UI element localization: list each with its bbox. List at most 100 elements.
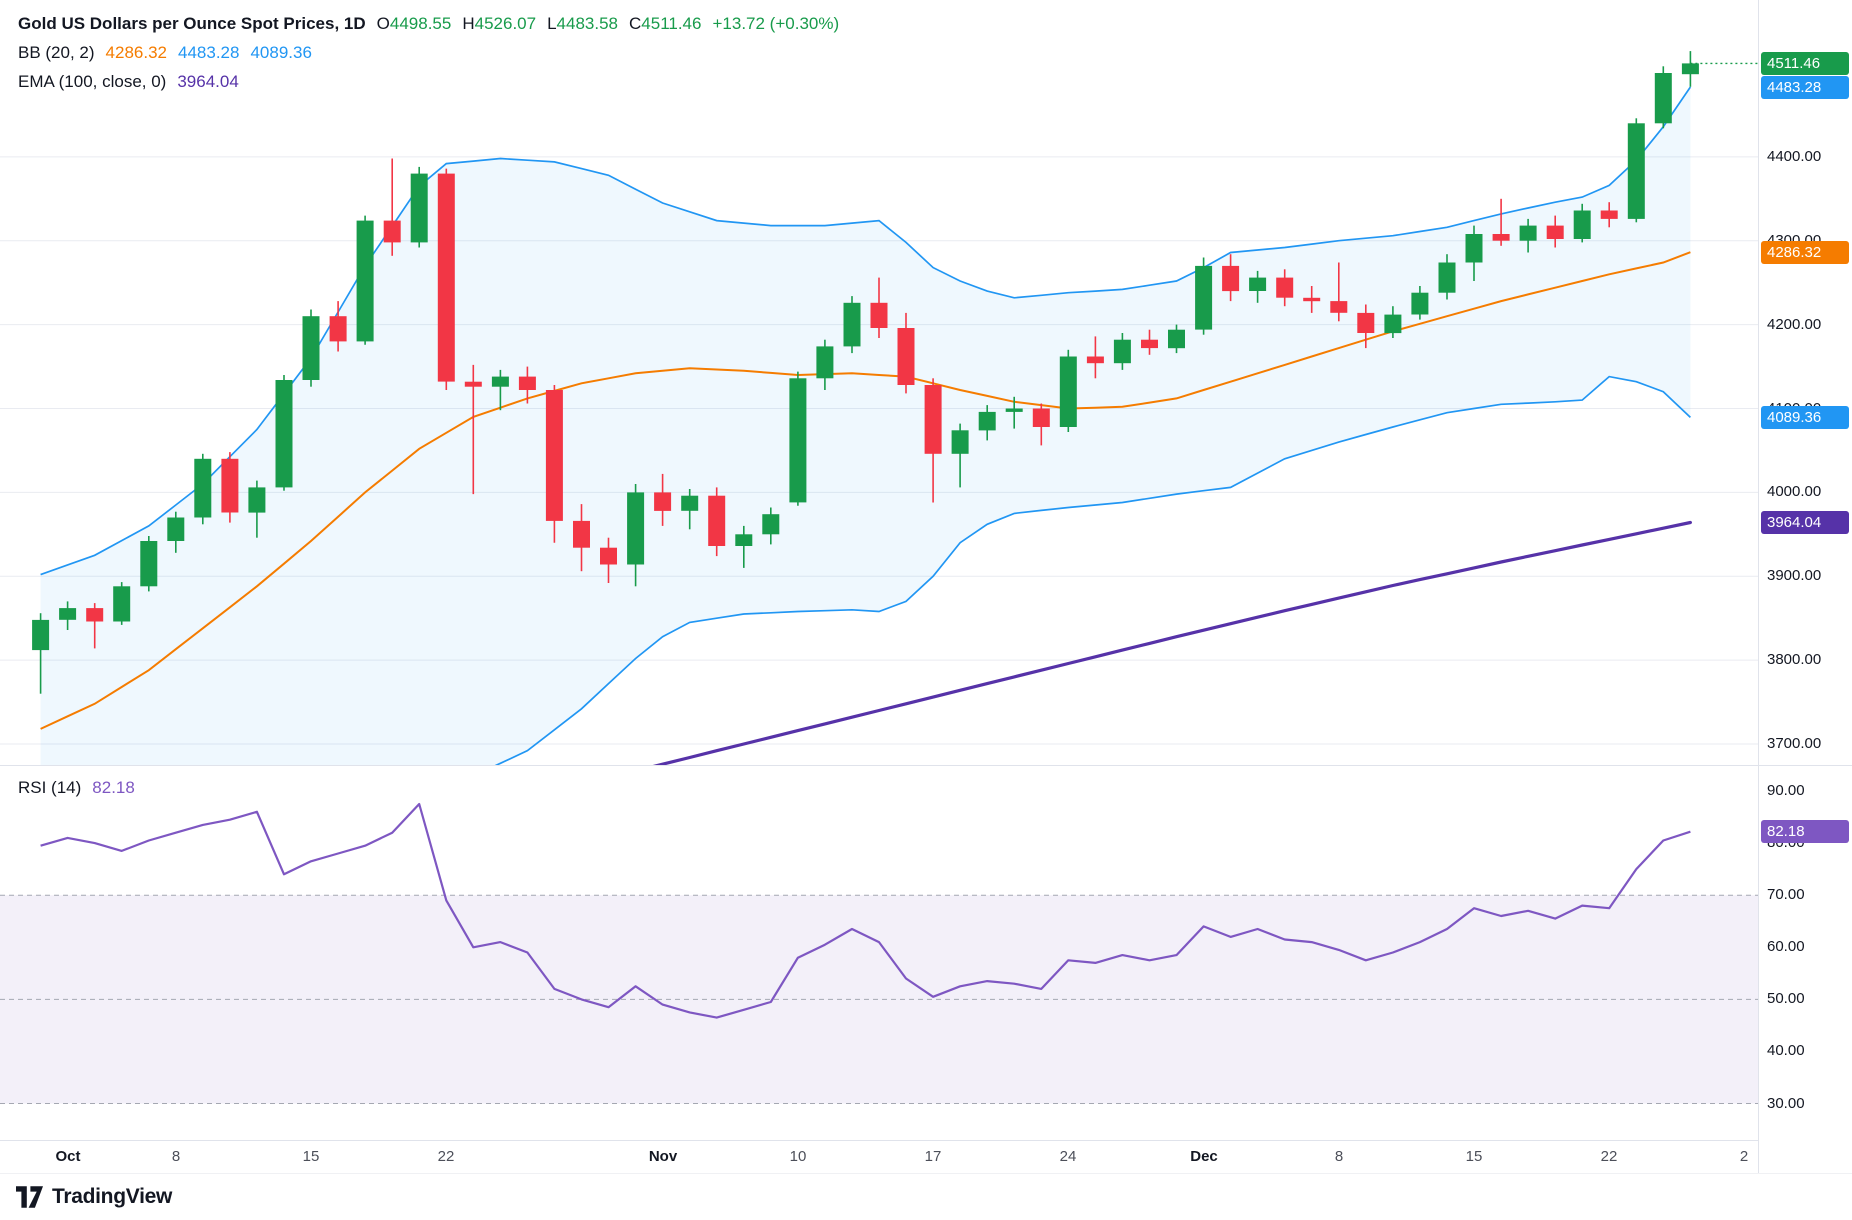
candle[interactable] — [1195, 257, 1213, 335]
candle[interactable] — [1465, 225, 1483, 281]
candle[interactable] — [1600, 202, 1618, 228]
candle[interactable] — [113, 582, 131, 625]
candle[interactable] — [978, 405, 996, 441]
candle[interactable] — [1222, 254, 1240, 302]
bb-basis-line — [40, 251, 1691, 730]
candle[interactable] — [194, 453, 212, 525]
candle[interactable] — [1086, 336, 1104, 379]
rsi-band — [0, 895, 1758, 1104]
candle[interactable] — [1519, 218, 1537, 253]
tradingview-brand[interactable]: TradingView — [52, 1185, 173, 1208]
candle[interactable] — [1627, 118, 1645, 223]
ema-line — [652, 520, 1693, 765]
price-axis-label: 3700.00 — [1767, 735, 1822, 752]
candle[interactable] — [1113, 333, 1131, 370]
time-axis-divider — [0, 1140, 1758, 1141]
candle[interactable] — [600, 537, 617, 583]
candle[interactable] — [870, 277, 888, 338]
candle[interactable] — [1411, 286, 1429, 320]
price-axis-main[interactable]: 3700.003800.003900.004000.004100.004200.… — [1759, 0, 1852, 765]
rsi-chart-canvas[interactable] — [0, 766, 1758, 1140]
candle[interactable] — [140, 536, 158, 592]
pane-divider[interactable] — [0, 765, 1758, 766]
candle[interactable] — [1492, 198, 1510, 246]
time-axis-label: 17 — [924, 1148, 942, 1165]
candle[interactable] — [708, 487, 726, 557]
candle[interactable] — [762, 507, 780, 545]
bb-basis-value: 4286.32 — [105, 43, 167, 62]
candle[interactable] — [1357, 304, 1375, 349]
candle[interactable] — [1059, 349, 1077, 432]
tradingview-logo-icon[interactable] — [16, 1186, 43, 1208]
candle[interactable] — [221, 452, 239, 523]
price-chart-canvas[interactable] — [0, 0, 1758, 765]
candle[interactable] — [518, 366, 536, 404]
candle[interactable] — [573, 504, 590, 572]
candle[interactable] — [1141, 329, 1158, 355]
legend-ema-row[interactable]: EMA (100, close, 0) 3964.04 — [18, 70, 839, 94]
candle[interactable] — [302, 309, 320, 387]
main-legend: Gold US Dollars per Ounce Spot Prices, 1… — [18, 12, 839, 94]
candle[interactable] — [167, 511, 185, 553]
change-value: +13.72 (+0.30%) — [712, 14, 840, 33]
candle[interactable] — [1032, 403, 1050, 446]
bb-lower-line — [494, 375, 1691, 765]
candle[interactable] — [356, 215, 374, 345]
candle[interactable] — [437, 168, 455, 390]
candle[interactable] — [924, 378, 942, 503]
candle[interactable] — [1681, 51, 1699, 87]
candle[interactable] — [275, 375, 293, 491]
price-axis-label: 3800.00 — [1767, 651, 1822, 668]
candle[interactable] — [1330, 262, 1348, 322]
candle[interactable] — [1276, 269, 1294, 307]
time-axis[interactable]: Oct 8 15 22 Nov 10 17 24 Dec 8 15 22 2 — [0, 1141, 1758, 1173]
time-axis-label: 2 — [1739, 1148, 1749, 1165]
candle[interactable] — [248, 480, 266, 538]
candle[interactable] — [32, 613, 50, 694]
rsi-axis-label: 30.00 — [1767, 1095, 1805, 1112]
open-value: O 4498.55 — [377, 12, 452, 36]
legend-rsi-row[interactable]: RSI (14) 82.18 — [18, 776, 135, 800]
candle[interactable] — [1654, 66, 1672, 129]
candle[interactable] — [1005, 396, 1023, 429]
candle[interactable] — [410, 166, 428, 248]
candle[interactable] — [329, 301, 347, 352]
candle[interactable] — [681, 489, 699, 530]
bb-upper-badge: 4483.28 — [1761, 76, 1849, 99]
candle[interactable] — [1438, 254, 1456, 300]
candle[interactable] — [654, 473, 672, 526]
legend-symbol-row[interactable]: Gold US Dollars per Ounce Spot Prices, 1… — [18, 12, 839, 36]
candle[interactable] — [627, 484, 645, 587]
candle[interactable] — [464, 364, 482, 495]
candle[interactable] — [1573, 203, 1591, 243]
candle[interactable] — [383, 158, 401, 256]
candle[interactable] — [545, 385, 563, 543]
bb-lower-value: 4089.36 — [250, 43, 312, 62]
time-axis-label: Oct — [55, 1148, 81, 1165]
candle[interactable] — [735, 525, 753, 568]
close-value: C 4511.46 — [629, 12, 701, 36]
candle[interactable] — [789, 371, 807, 506]
price-axis[interactable]: 3700.003800.003900.004000.004100.004200.… — [1758, 0, 1852, 1173]
candle[interactable] — [951, 423, 969, 488]
candle[interactable] — [59, 601, 77, 630]
candle[interactable] — [1303, 286, 1321, 313]
time-axis-label: 15 — [302, 1148, 320, 1165]
time-axis-label: 22 — [437, 1148, 455, 1165]
legend-bb-row[interactable]: BB (20, 2) 4286.32 4483.28 4089.36 — [18, 41, 839, 65]
symbol-title: Gold US Dollars per Ounce Spot Prices, 1… — [18, 14, 366, 33]
candle[interactable] — [897, 312, 915, 394]
candle[interactable] — [1168, 324, 1185, 354]
candle[interactable] — [816, 339, 834, 390]
low-number: 4483.58 — [556, 14, 618, 33]
candle[interactable] — [86, 603, 104, 649]
candle[interactable] — [843, 296, 861, 354]
panes-column: Gold US Dollars per Ounce Spot Prices, 1… — [0, 0, 1758, 1173]
candle[interactable] — [491, 369, 509, 411]
candle[interactable] — [1384, 306, 1402, 338]
candle[interactable] — [1546, 215, 1564, 248]
rsi-axis-label: 60.00 — [1767, 938, 1805, 955]
candle[interactable] — [1249, 270, 1267, 303]
